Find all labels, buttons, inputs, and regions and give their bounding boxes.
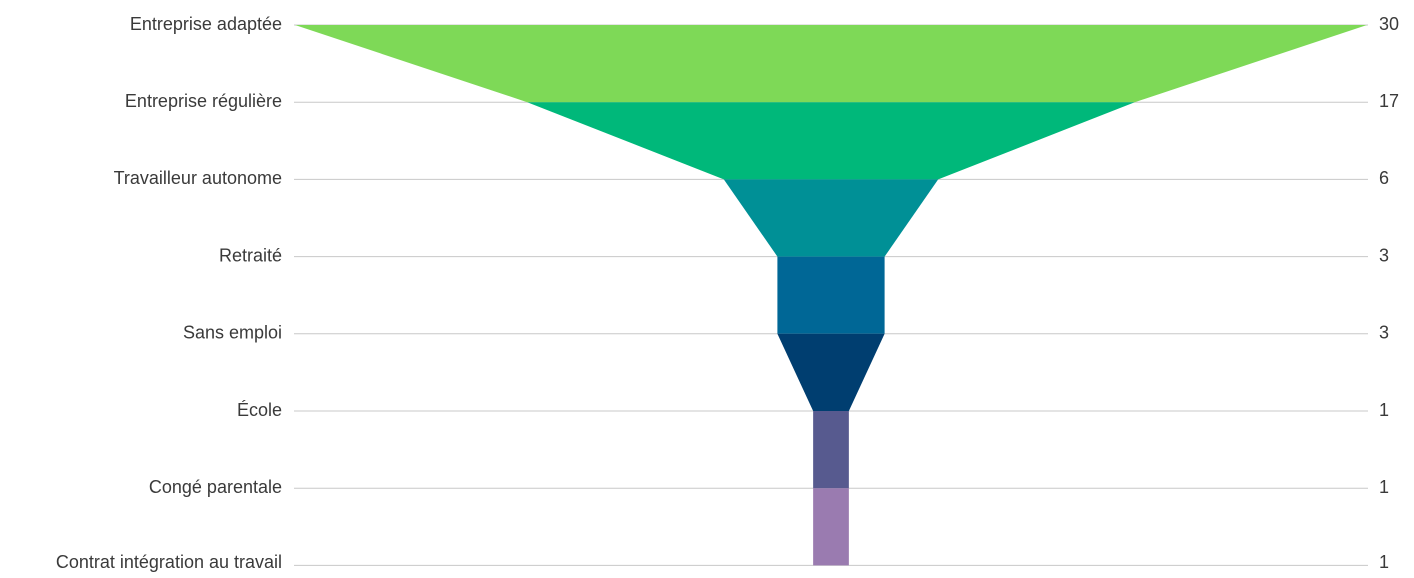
value-labels: 30 17 6 3 3 1 1 1 — [1379, 14, 1399, 572]
value-label: 3 — [1379, 245, 1389, 265]
funnel-segment — [813, 488, 849, 566]
value-label: 1 — [1379, 400, 1389, 420]
value-label: 3 — [1379, 323, 1389, 343]
value-label: 17 — [1379, 91, 1399, 111]
category-label: Sans emploi — [183, 323, 282, 343]
value-label: 6 — [1379, 168, 1389, 188]
value-label: 30 — [1379, 14, 1399, 34]
category-label: Travailleur autonome — [114, 168, 282, 188]
funnel-segment — [295, 25, 1367, 103]
value-label: 1 — [1379, 552, 1389, 572]
funnel-segment — [527, 102, 1135, 180]
funnel-segment — [777, 256, 885, 334]
category-label: Retraité — [219, 245, 282, 265]
category-label: Congé parentale — [149, 477, 282, 497]
category-labels: Entreprise adaptée Entreprise régulière Tr… — [56, 14, 282, 572]
funnel-segment — [777, 333, 885, 411]
funnel-segment — [723, 179, 939, 257]
category-label: Contrat intégration au travail — [56, 552, 282, 572]
category-label: École — [237, 400, 282, 420]
funnel-segments — [295, 25, 1367, 566]
funnel-segment — [813, 411, 849, 489]
category-label: Entreprise adaptée — [130, 14, 282, 34]
category-label: Entreprise régulière — [125, 91, 282, 111]
value-label: 1 — [1379, 477, 1389, 497]
